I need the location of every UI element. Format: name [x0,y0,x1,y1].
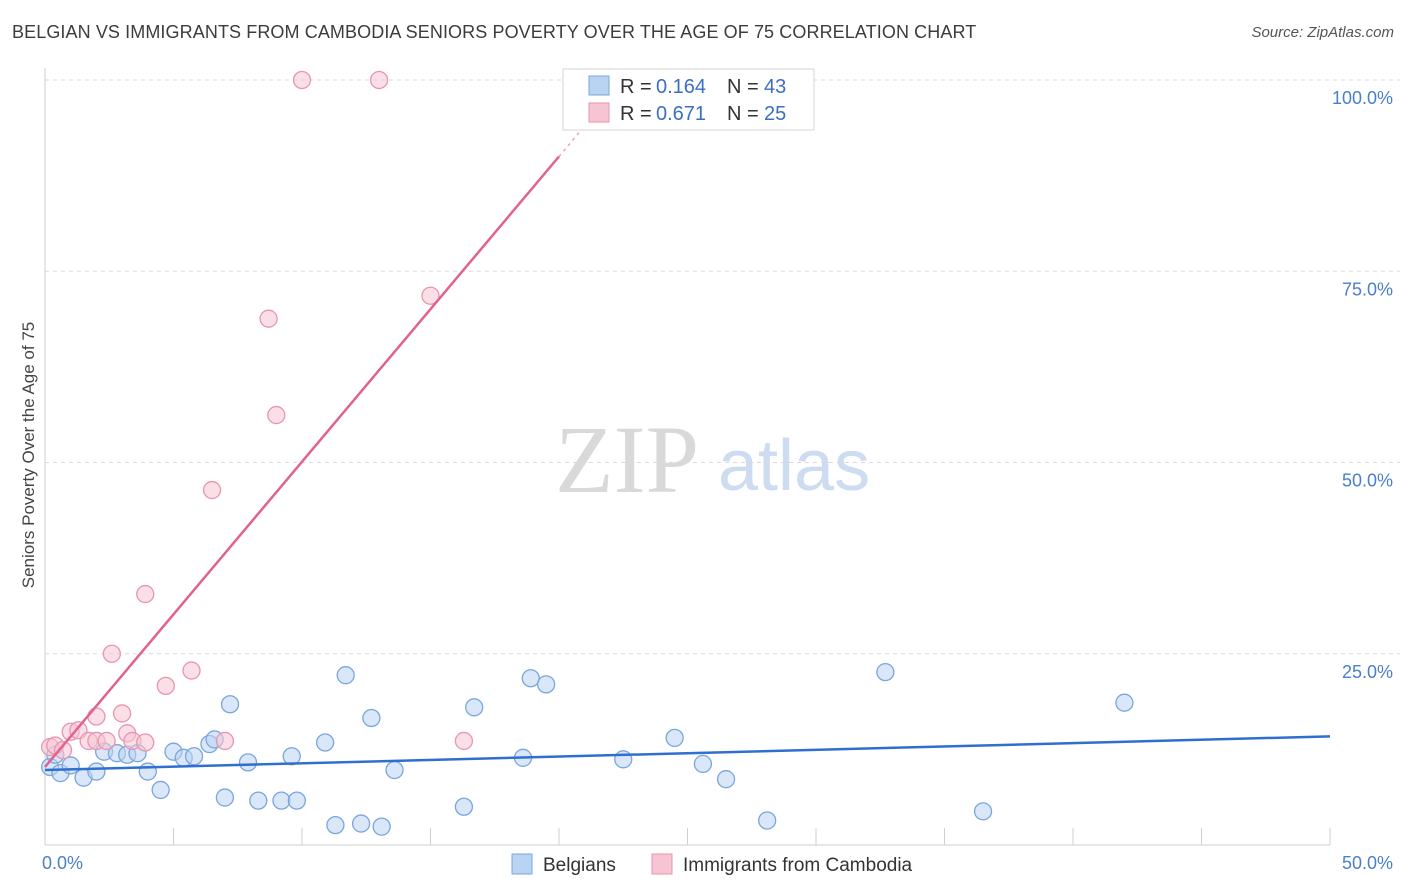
x-tick-labels: 0.0% 50.0% [42,853,1393,873]
cambodia-point-16 [182,661,201,680]
legend-r-belgians: 0.164 [656,76,706,98]
y-tick-label-100: 100.0% [1332,88,1393,108]
x-tick-label-min: 0.0% [42,853,83,873]
cambodia-point-17 [202,480,222,500]
belgians-point-34 [521,669,540,688]
cambodia-point-18 [215,731,235,751]
belgians-point-35 [537,675,556,694]
cambodia-point-20 [267,405,286,425]
cambodia-points [40,70,474,760]
watermark-atlas: atlas [718,426,870,506]
belgians-points [40,662,1134,836]
cambodia-point-19 [259,309,278,328]
grid-lines [45,79,1400,655]
belgians-point-21 [272,791,291,810]
legend-n-belgians: 43 [764,76,786,98]
y-axis-label: Seniors Poverty Over the Age of 75 [19,322,38,588]
belgians-point-39 [716,770,736,789]
belgians-point-23 [287,791,307,810]
y-tick-label-25: 25.0% [1342,662,1393,682]
belgians-point-42 [973,802,993,821]
belgians-point-20 [249,791,268,810]
cambodia-point-2 [53,740,73,760]
legend-n-label-belgians: N = [727,76,759,98]
belgians-point-28 [362,708,381,728]
belgians-point-24 [315,733,335,752]
cambodia-point-14 [136,584,155,604]
bottom-legend-swatch-belgians [511,853,533,875]
source-credit: Source: ZipAtlas.com [1251,24,1394,41]
cambodia-point-9 [102,644,121,663]
belgians-point-40 [758,811,777,830]
cambodia-point-10 [112,704,132,723]
belgians-point-25 [326,815,345,835]
cambodia-trend-line [44,155,560,768]
cambodia-point-24 [454,731,474,751]
chart-title: BELGIAN VS IMMIGRANTS FROM CAMBODIA SENI… [12,22,977,42]
cambodia-point-8 [97,731,116,751]
legend-r-label-cambodia: R = [620,103,652,125]
cambodia-point-15 [156,676,175,696]
belgians-point-26 [336,666,355,685]
legend-n-cambodia: 25 [764,103,786,125]
y-tick-label-50: 50.0% [1342,471,1393,491]
belgians-point-36 [614,750,633,769]
legend-n-label-cambodia: N = [727,103,759,125]
cambodia-point-13 [136,733,155,752]
series-legend: Belgians Immigrants from Cambodia [511,853,913,876]
x-tick-label-max: 50.0% [1342,853,1393,873]
belgians-point-3 [61,756,80,775]
belgians-point-14 [184,747,204,766]
bottom-legend-swatch-cambodia [651,853,673,875]
axes [44,68,1331,846]
belgians-point-29 [372,817,391,836]
cambodia-point-23 [421,286,440,305]
belgians-point-17 [215,788,235,807]
belgians-point-38 [693,754,713,774]
belgians-point-37 [665,728,684,748]
belgians-trend-line [44,735,1331,772]
cambodia-point-7 [87,707,106,726]
belgians-point-41 [876,662,895,682]
belgians-point-18 [220,695,240,714]
belgians-point-27 [351,814,371,833]
bottom-legend-belgians: Belgians [543,855,616,876]
cambodia-point-21 [292,70,312,90]
belgians-point-10 [138,762,157,781]
belgians-point-5 [87,762,106,781]
belgians-point-43 [1115,693,1134,712]
y-tick-labels: 25.0% 50.0% 75.0% 100.0% [1332,88,1393,682]
correlation-legend: R = 0.164 N = 43 R = 0.671 N = 25 [562,68,815,131]
trend-lines [44,94,1331,772]
belgians-point-11 [151,780,170,800]
y-tick-label-75: 75.0% [1342,279,1393,299]
cambodia-point-22 [369,70,389,90]
belgians-point-30 [385,760,404,780]
legend-swatch-cambodia [588,102,610,123]
legend-swatch-belgians [588,75,610,96]
belgians-point-32 [465,698,484,717]
watermark-zip: ZIP [555,406,699,513]
belgians-point-19 [238,753,258,772]
bottom-legend-cambodia: Immigrants from Cambodia [683,855,913,876]
legend-r-cambodia: 0.671 [656,103,706,125]
legend-r-label-belgians: R = [620,76,652,98]
belgians-point-31 [454,797,474,816]
